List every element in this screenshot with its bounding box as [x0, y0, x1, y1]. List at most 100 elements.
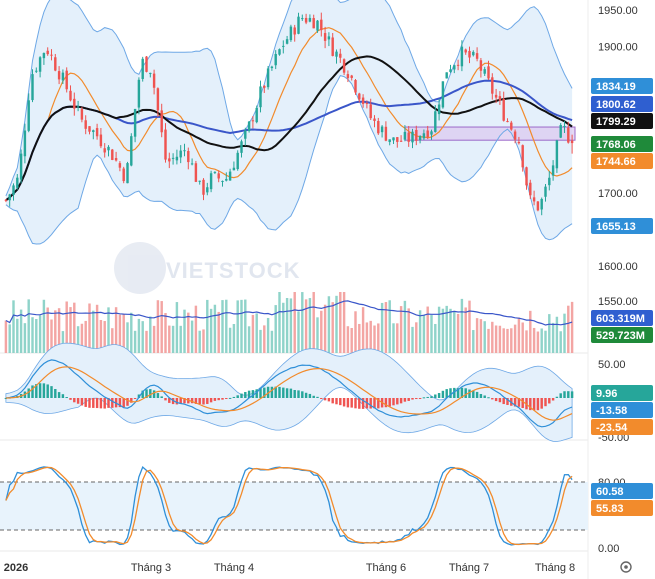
macd-histogram-bar	[232, 396, 236, 398]
macd-histogram-bar	[285, 388, 289, 398]
macd-histogram-bar	[141, 390, 144, 398]
candle-body	[213, 171, 217, 173]
volume-bar	[156, 300, 160, 353]
macd-histogram-bar	[460, 387, 464, 398]
macd-histogram-bar	[54, 389, 57, 398]
macd-histogram-bar	[278, 386, 281, 398]
candle-body	[373, 118, 376, 121]
macd-histogram-bar	[111, 398, 114, 408]
macd-histogram-bar	[228, 397, 232, 399]
candle-body	[179, 150, 182, 158]
price-tag-text: 1744.66	[596, 156, 636, 168]
price-tag-text: 1799.29	[596, 116, 636, 128]
time-axis-label: Tháng 7	[449, 562, 489, 574]
volume-bar	[517, 317, 521, 353]
macd-histogram-bar	[339, 398, 342, 406]
candle-body	[88, 126, 91, 132]
volume-bar	[544, 330, 547, 353]
candle-body	[228, 171, 232, 181]
macd-histogram-bar	[384, 398, 388, 408]
macd-histogram-bar	[392, 398, 395, 406]
candle-body	[335, 51, 338, 57]
macd-histogram-bar	[244, 391, 247, 398]
macd-histogram-bar	[209, 398, 213, 403]
volume-bar	[266, 317, 270, 353]
candle-body	[202, 179, 205, 195]
volume-bar	[164, 312, 167, 353]
macd-histogram-bar	[312, 395, 315, 398]
candle-body	[160, 110, 163, 133]
candle-body	[540, 198, 543, 210]
macd-histogram-bar	[130, 398, 133, 403]
candle-body	[137, 79, 141, 108]
macd-histogram-bar	[377, 398, 380, 409]
volume-bar	[407, 308, 410, 353]
volume-bar	[236, 300, 239, 353]
macd-histogram-bar	[350, 398, 353, 408]
volume-bar	[46, 307, 49, 353]
candle-body	[73, 98, 76, 109]
macd-histogram-bar	[137, 394, 141, 398]
macd-histogram-bar	[491, 398, 494, 400]
candle-body	[285, 39, 289, 44]
volume-bar	[323, 304, 327, 353]
macd-histogram-bar	[498, 398, 502, 403]
candle-body	[320, 19, 323, 31]
macd-histogram-bar	[308, 393, 312, 398]
volume-bar	[551, 322, 555, 353]
candle-body	[289, 26, 293, 41]
volume-bar	[472, 330, 475, 353]
macd-histogram-bar	[430, 396, 433, 398]
volume-bar	[122, 314, 125, 353]
macd-histogram-bar	[475, 391, 479, 398]
volume-bar	[114, 307, 118, 353]
stoch-tag	[591, 500, 653, 516]
macd-histogram-bar	[240, 393, 243, 398]
candle-body	[130, 136, 133, 166]
candle-body	[209, 173, 213, 190]
candle-body	[274, 53, 277, 66]
macd-histogram-bar	[88, 398, 91, 408]
candle-body	[384, 126, 388, 141]
stoch-tag-text: 60.58	[596, 486, 624, 498]
volume-bar	[426, 306, 429, 353]
candle-body	[316, 20, 319, 31]
volume-bar	[513, 324, 517, 353]
volume-bar	[475, 318, 479, 353]
candle-body	[491, 77, 494, 94]
settings-button[interactable]	[620, 561, 632, 573]
volume-bar	[540, 328, 543, 353]
candle-body	[54, 57, 57, 71]
macd-histogram-bar	[217, 398, 220, 401]
candle-body	[301, 18, 304, 20]
candle-body	[544, 186, 547, 197]
volume-bar	[194, 305, 198, 353]
volume-bar	[228, 327, 232, 353]
macd-histogram-bar	[346, 398, 350, 408]
candle-body	[263, 85, 266, 88]
macd-histogram-bar	[529, 398, 532, 411]
volume-bar	[483, 321, 486, 353]
candle-body	[555, 140, 559, 169]
candle-body	[141, 58, 144, 79]
macd-histogram-bar	[4, 398, 8, 399]
volume-bar	[559, 331, 562, 353]
candle-body	[38, 57, 42, 72]
macd-histogram-bar	[354, 398, 357, 409]
candle-body	[521, 145, 524, 168]
gear-icon[interactable]	[620, 561, 632, 573]
volume-bar	[415, 322, 418, 353]
macd-histogram-bar	[373, 398, 376, 409]
macd-histogram-bar	[517, 398, 521, 407]
candle-body	[479, 60, 483, 71]
macd-histogram-bar	[316, 396, 319, 398]
volume-bar	[327, 296, 331, 353]
candle-body	[293, 27, 296, 35]
macd-histogram-bar	[57, 392, 61, 398]
candle-body	[403, 131, 407, 140]
volume-bar	[187, 312, 190, 353]
macd-histogram-bar	[263, 387, 266, 398]
candle-body	[145, 56, 148, 72]
candle-body	[42, 53, 46, 59]
volume-bar	[567, 305, 570, 353]
